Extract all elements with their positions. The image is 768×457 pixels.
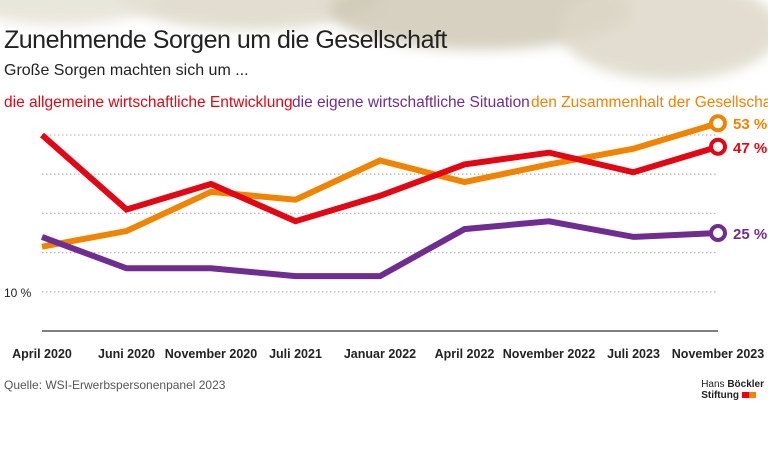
data-label: 47 % [733, 140, 767, 157]
series-line [40, 132, 719, 225]
end-marker [709, 224, 727, 242]
x-tick-label: Juli 2023 [607, 347, 660, 361]
chart-title: Zunehmende Sorgen um die Gesellschaft [4, 26, 447, 54]
x-tick-label: April 2020 [12, 347, 72, 361]
chart-subtitle: Große Sorgen machten sich um ... [4, 62, 249, 79]
series-line [40, 218, 719, 280]
logo: Hans Böckler Stiftung [701, 379, 764, 401]
legend-entry: die eigene wirtschaftliche Situation [292, 94, 530, 111]
x-tick-label: Juli 2021 [269, 347, 322, 361]
x-tick-label: April 2022 [435, 347, 495, 361]
end-marker [709, 114, 727, 133]
series-line [41, 120, 719, 250]
data-label: 53 % [733, 116, 767, 133]
legend-entry: den Zusammenhalt der Gesellschaft [531, 94, 768, 111]
legend-entry: die allgemeine wirtschaftliche Entwicklu… [4, 94, 293, 111]
source-note: Quelle: WSI-Erwerbspersonenpanel 2023 [4, 378, 226, 392]
x-tick-label: November 2022 [503, 347, 595, 361]
x-tick-label: November 2020 [165, 347, 257, 361]
cloud-decoration [560, 0, 768, 80]
x-tick-label: Juni 2020 [98, 347, 155, 361]
y-tick-label: 10 % [4, 286, 32, 300]
end-marker [709, 137, 727, 156]
x-tick-label: November 2023 [672, 347, 764, 361]
x-tick-label: Januar 2022 [344, 347, 416, 361]
data-label: 25 % [733, 226, 767, 243]
